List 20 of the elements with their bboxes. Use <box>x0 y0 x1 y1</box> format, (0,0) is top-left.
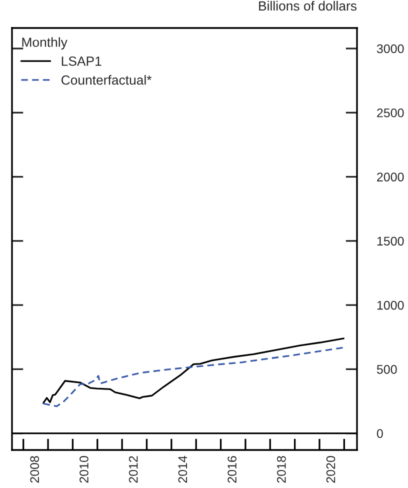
x-tick-label: 2016 <box>228 456 236 483</box>
y-tick-label: 1000 <box>377 300 404 310</box>
line-series <box>42 346 345 408</box>
legend-label: LSAP1 <box>62 56 102 66</box>
x-tick-label: 2018 <box>276 456 286 483</box>
y-tick-label: 3000 <box>376 44 404 54</box>
x-tick-label: 2010 <box>80 456 88 483</box>
y-axis-title: Billions of dollars <box>259 0 357 11</box>
x-tick-label: 2020 <box>326 456 336 483</box>
y-tick-label: 2500 <box>377 108 404 118</box>
y-tick-label: 0 <box>376 429 383 438</box>
y-tick-label: 500 <box>376 364 397 374</box>
y-tick-label: 1500 <box>377 236 404 246</box>
legend-title: Monthly <box>22 37 68 50</box>
x-tick-label: 2008 <box>30 456 40 483</box>
legend-label: Counterfactual* <box>61 75 152 85</box>
x-tick-label: 2014 <box>178 456 188 483</box>
x-tick-label: 2012 <box>128 456 138 483</box>
line-series <box>42 338 345 404</box>
y-tick-label: 2000 <box>377 172 404 182</box>
